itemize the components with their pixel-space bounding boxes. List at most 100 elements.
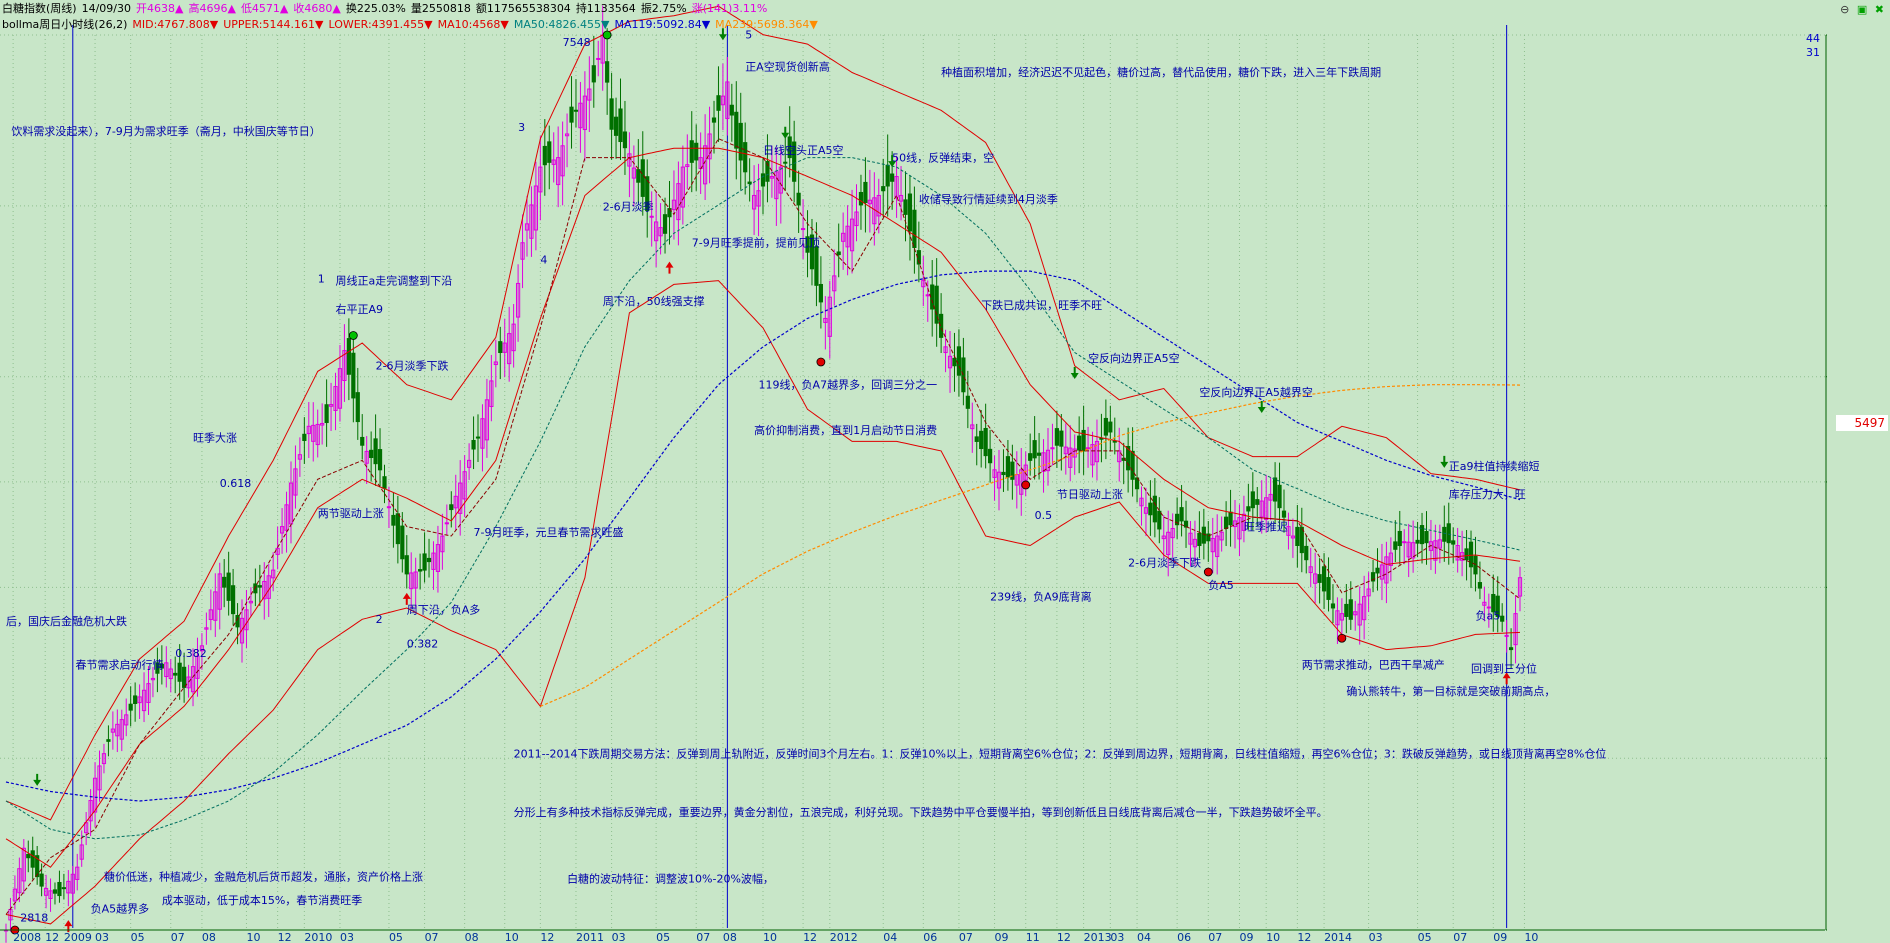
- candle-body: [155, 662, 160, 674]
- chart-annotation: 成本驱动，低于成本15%，春节消费旺季: [162, 893, 362, 907]
- candle-body: [1362, 596, 1367, 621]
- candle-body: [235, 614, 240, 628]
- candle-body: [1339, 613, 1344, 621]
- candle-body: [79, 844, 84, 860]
- x-axis-tick-label: 2011: [576, 931, 604, 943]
- chart-annotation: 收储导致行情延续到4月淡季: [919, 192, 1058, 206]
- candle-body: [1063, 446, 1068, 455]
- candle-body: [489, 380, 494, 407]
- candle-body: [302, 433, 307, 441]
- candle-body: [939, 313, 944, 338]
- candle-body: [1424, 531, 1429, 544]
- candle-body: [1068, 447, 1073, 468]
- candle-body: [1215, 535, 1220, 558]
- candle-body: [70, 873, 75, 894]
- candle-body: [716, 95, 721, 111]
- candle-body: [907, 193, 913, 232]
- candle-body: [106, 739, 111, 742]
- candle-body: [760, 173, 766, 187]
- candle-body: [1286, 526, 1291, 536]
- chart-annotation: 周下沿，50线强支撑: [603, 294, 705, 308]
- candle-body: [1139, 497, 1144, 507]
- minimize-icon[interactable]: ⊖: [1840, 3, 1850, 16]
- x-axis-tick-label: 2013: [1084, 931, 1112, 943]
- candle-body: [1486, 606, 1491, 609]
- candle-body: [694, 142, 699, 161]
- x-axis-tick-label: 05: [131, 931, 145, 943]
- candle-body: [306, 425, 311, 435]
- candle-body: [1081, 429, 1086, 452]
- candle-body: [569, 106, 574, 123]
- line1-field-1: 14/09/30: [81, 2, 131, 15]
- line1-field-7: 量2550818: [410, 2, 471, 15]
- chart-annotation: 正a9柱值持续缩短: [1449, 459, 1540, 473]
- candle-body: [1099, 437, 1104, 440]
- candle-body: [1112, 440, 1117, 443]
- candle-body: [413, 571, 418, 589]
- chart-annotation: 糖价低迷，种植减少，金融危机后货币超发，通胀，资产价格上涨: [104, 869, 423, 883]
- candle-body: [315, 423, 320, 446]
- candle-body: [1388, 552, 1393, 566]
- x-axis-tick-label: 04: [883, 931, 897, 943]
- restore-icon[interactable]: ▣: [1856, 3, 1868, 16]
- chart-annotation: 7-9月旺季，元旦春节需求旺盛: [474, 525, 624, 539]
- chart-annotation: 两节驱动上涨: [318, 507, 384, 520]
- chart-annotation: 右平正A9: [336, 302, 384, 316]
- window-controls: ⊖ ▣ ✖: [1836, 3, 1884, 16]
- up-arrow-marker: [402, 592, 411, 605]
- candle-body: [792, 141, 797, 182]
- chart-annotation: 0.382: [407, 638, 439, 651]
- candle-body: [467, 459, 472, 468]
- x-axis-tick-label: 07: [425, 931, 439, 943]
- candle-body: [1183, 520, 1189, 528]
- x-axis-tick-label: 03: [340, 931, 354, 943]
- candle-body: [818, 283, 823, 303]
- candle-body: [1072, 448, 1077, 458]
- candle-body: [1059, 430, 1064, 447]
- chart-annotation: 0.5: [1035, 509, 1053, 522]
- line2-field-6: MA119:5092.84▼: [614, 18, 711, 31]
- candle-body: [1255, 499, 1260, 505]
- candle-body: [231, 585, 236, 615]
- chart-annotation: 周线正a走完调整到下沿: [336, 273, 453, 287]
- candle-body: [1152, 495, 1157, 523]
- corner-label: 44: [1806, 32, 1820, 45]
- candle-body: [1085, 447, 1091, 450]
- chart-annotation: 白糖的波动特征：调整波10%-20%波幅，: [567, 871, 774, 885]
- candle-body: [1442, 526, 1447, 542]
- down-arrow-marker: [718, 28, 727, 41]
- candle-body: [787, 136, 792, 159]
- candle-body: [1317, 574, 1322, 583]
- close-icon[interactable]: ✖: [1874, 3, 1884, 16]
- candle-body: [1281, 510, 1287, 518]
- line1-field-3: 高4696▲: [188, 2, 236, 15]
- candle-body: [564, 133, 570, 137]
- candle-body: [765, 161, 770, 182]
- down-arrow-marker: [1070, 366, 1079, 379]
- candle-body: [1237, 517, 1242, 540]
- candle-body: [685, 164, 690, 168]
- candle-body: [311, 424, 316, 442]
- candle-body: [1304, 545, 1309, 561]
- candle-body: [1504, 634, 1509, 637]
- candle-body: [395, 513, 400, 545]
- candle-body: [1308, 566, 1313, 574]
- x-axis-tick-label: 09: [1239, 931, 1253, 943]
- candle-body: [814, 246, 819, 286]
- candle-body: [965, 395, 970, 409]
- candle-body: [52, 889, 58, 894]
- candle-body: [61, 887, 66, 890]
- candle-body: [970, 424, 975, 430]
- candle-body: [988, 448, 993, 464]
- candle-body: [293, 468, 298, 496]
- x-axis-tick-label: 12: [45, 931, 59, 943]
- candle-body: [956, 346, 962, 376]
- candle-body: [239, 617, 245, 644]
- candle-body: [979, 430, 984, 450]
- candle-body: [676, 183, 681, 221]
- candle-body: [547, 141, 552, 163]
- x-axis-tick-label: 08: [202, 931, 216, 943]
- chart-annotation: 种植面积增加，经济迟迟不见起色，糖价过高，替代品使用，糖价下跌，进入三年下跌周期: [941, 65, 1381, 79]
- candle-body: [542, 145, 547, 166]
